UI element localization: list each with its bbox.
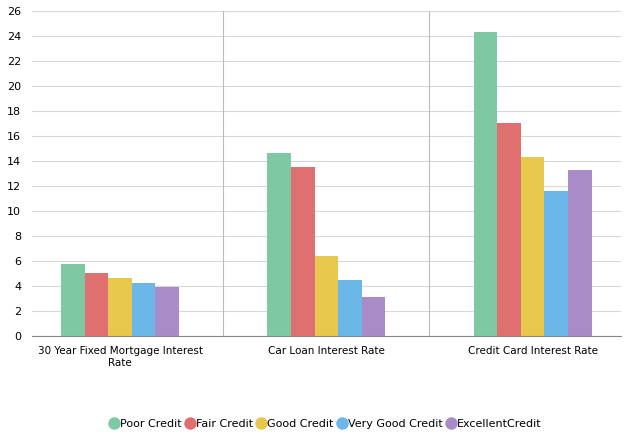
Legend: Poor Credit, Fair Credit, Good Credit, Very Good Credit, ExcellentCredit: Poor Credit, Fair Credit, Good Credit, V…	[106, 413, 548, 434]
Bar	[338, 280, 362, 336]
Bar	[61, 264, 85, 336]
Bar	[85, 273, 108, 336]
Bar	[544, 191, 568, 336]
Bar	[315, 256, 338, 336]
Bar	[474, 32, 497, 336]
Bar	[268, 154, 291, 336]
Bar	[155, 287, 179, 336]
Bar	[521, 157, 544, 336]
Bar	[568, 170, 592, 336]
Bar	[132, 284, 155, 336]
Bar	[108, 278, 132, 336]
Bar	[291, 167, 315, 336]
Bar	[497, 124, 521, 336]
Bar	[362, 297, 385, 336]
